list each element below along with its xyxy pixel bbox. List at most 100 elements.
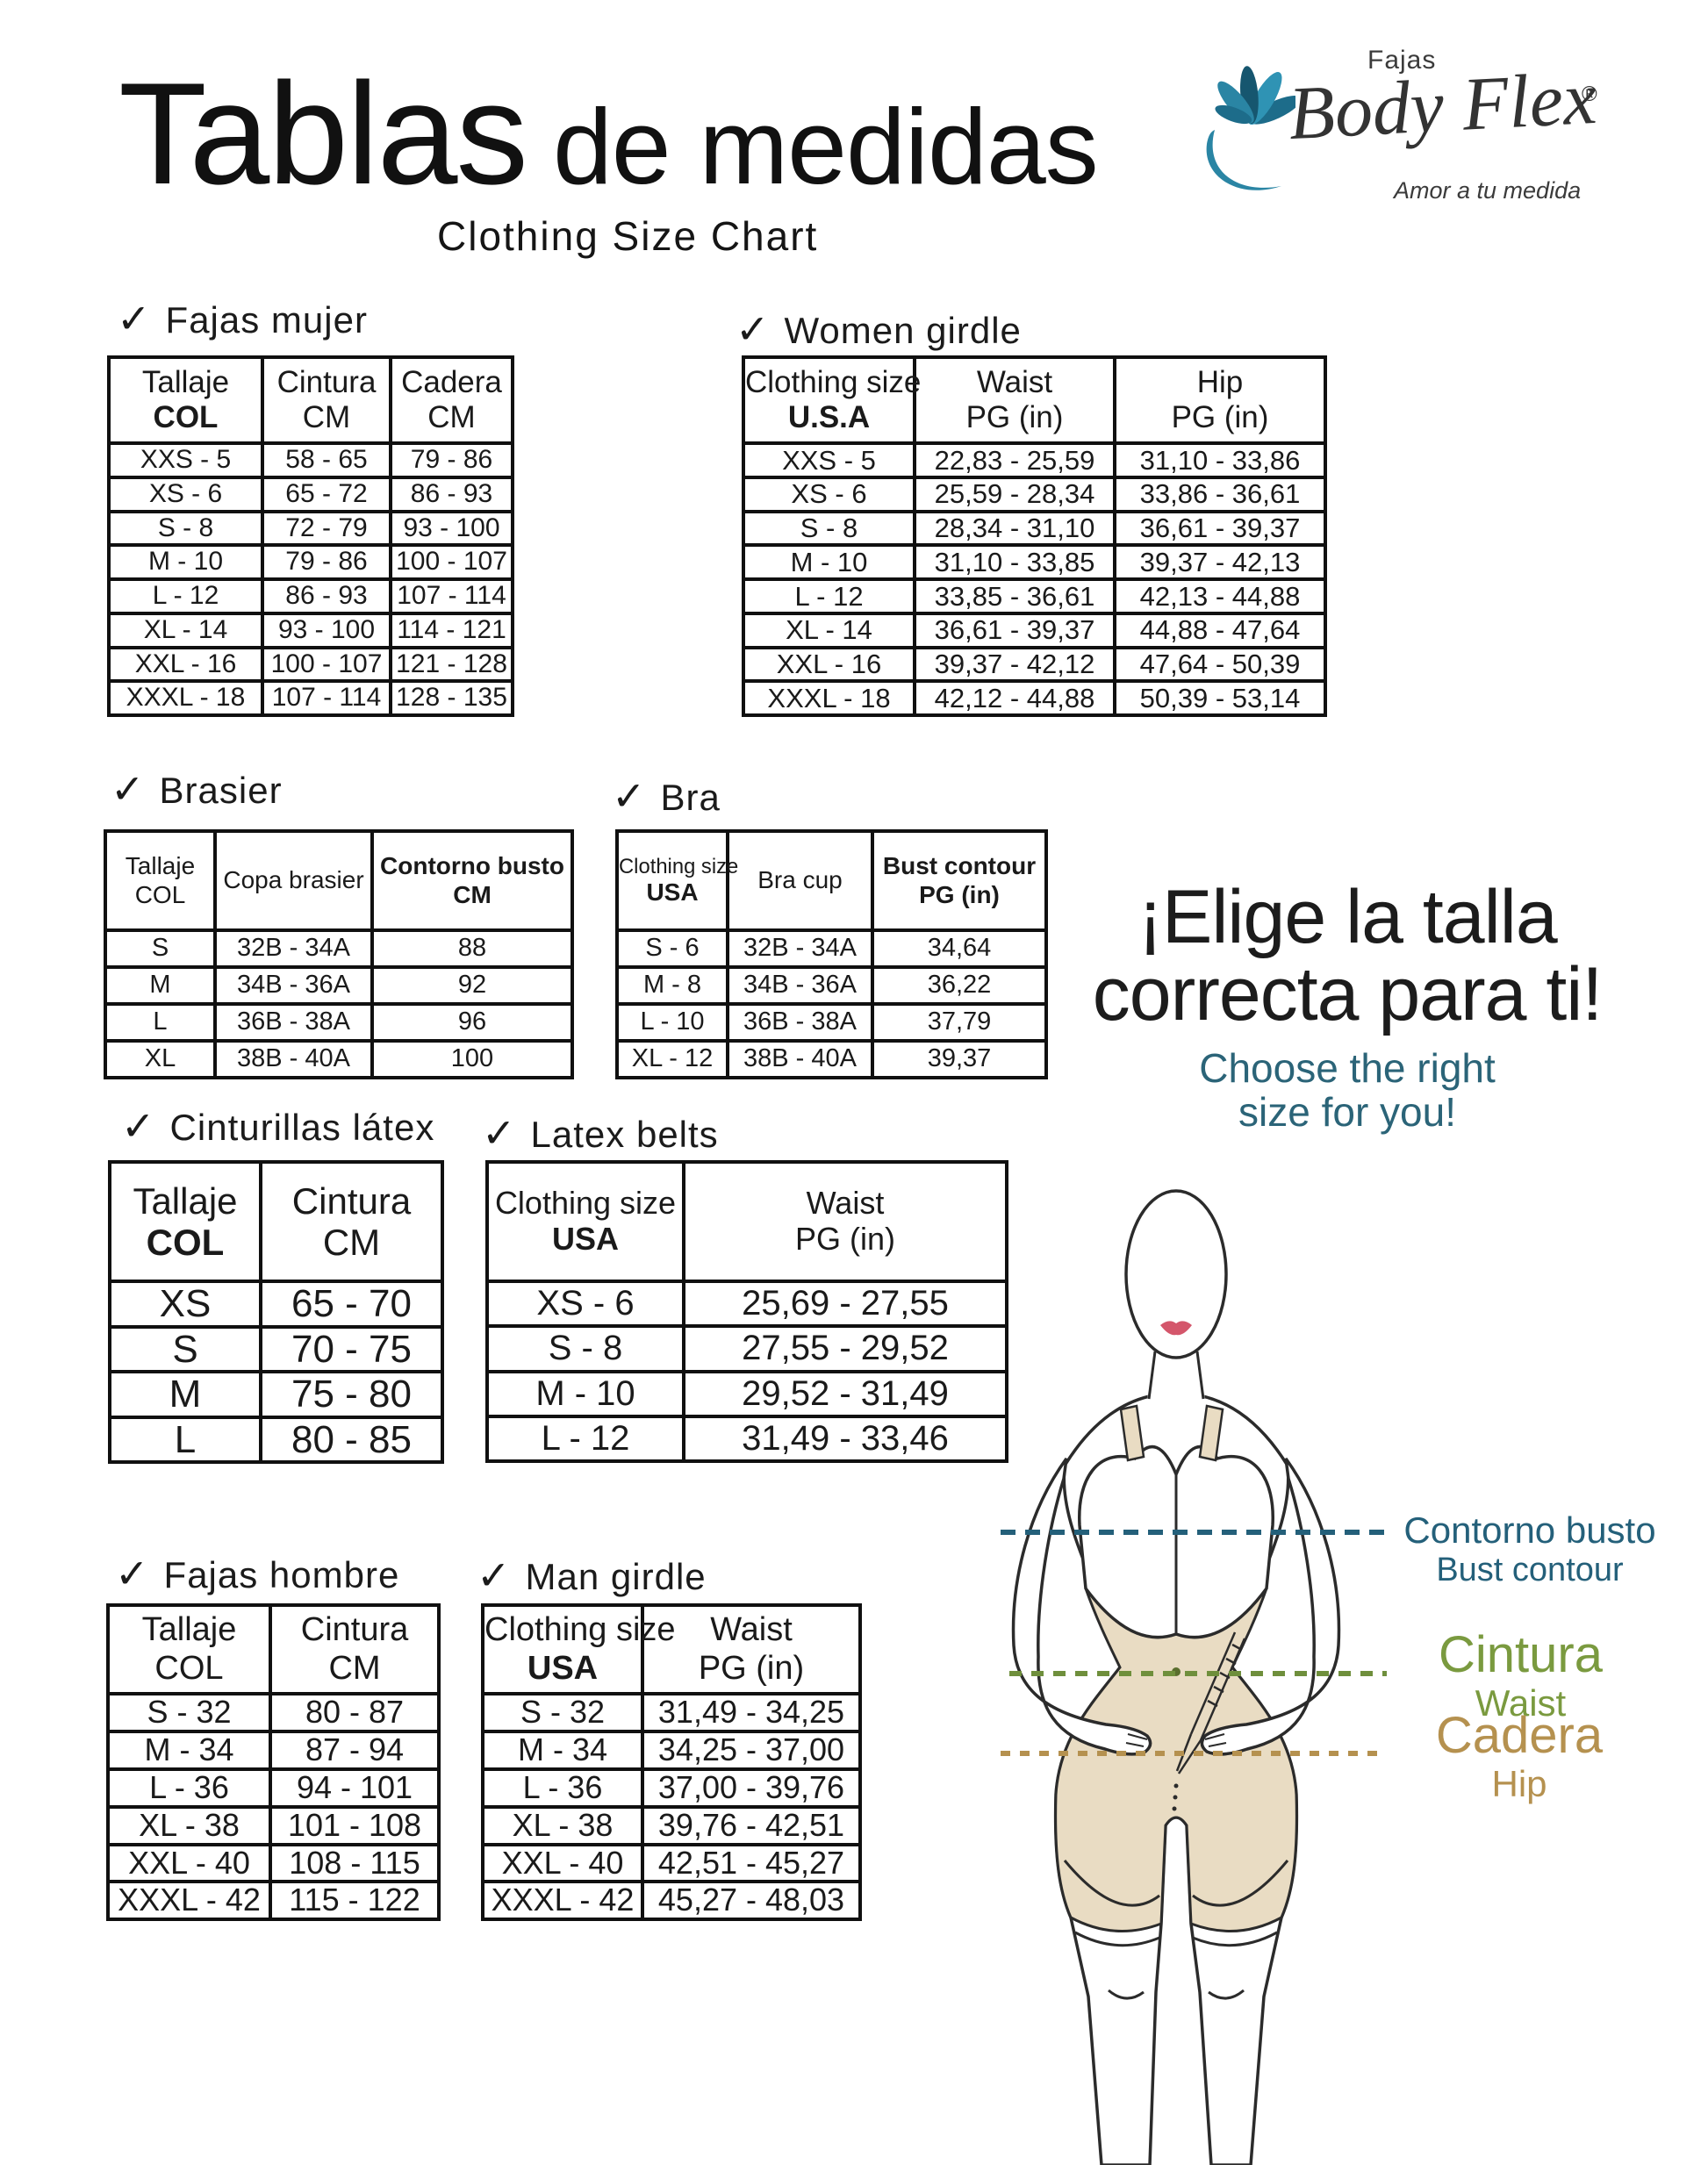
table-cell: 65 - 70 [259,1280,444,1329]
column-header: Tallaje COL [104,829,217,932]
figure-arm-left [1011,1457,1152,1756]
check-icon: ✓ [612,773,647,819]
table-cell: 88 [370,928,574,969]
heading-label: Fajas hombre [163,1554,400,1595]
table-cell: XL - 12 [615,1039,729,1079]
table-row: XL - 14 36,61 - 39,37 44,88 - 47,64 [742,611,1327,649]
table-row: XXXL - 18 42,12 - 44,88 50,39 - 53,14 [742,679,1327,717]
table-cell: 42,12 - 44,88 [913,679,1116,717]
choose-es-line1: ¡Elige la talla [1137,875,1557,959]
women-girdle-table: Clothing size U.S.A Waist PG (in) Hip PG (in)… [742,355,1327,717]
table-row: XXS - 5 22,83 - 25,59 31,10 - 33,86 [742,441,1327,479]
heading-label: Cinturillas látex [169,1107,435,1148]
check-icon: ✓ [477,1552,512,1598]
table-cell: 114 - 121 [389,611,514,649]
girdle-garment [1054,1588,1298,1932]
table-cell: XS - 6 [107,475,264,513]
column-header: Waist PG (in) [641,1603,862,1695]
column-header: Copa brasier [213,829,374,932]
table-cell: XL [104,1039,217,1079]
table-cell: XL - 38 [106,1804,272,1846]
table-cell: 37,79 [871,1002,1048,1043]
heading-label: Man girdle [525,1556,707,1597]
table-cell: 36,22 [871,965,1048,1006]
check-icon: ✓ [115,1551,150,1596]
heading-latex-belts: ✓ Latex belts [482,1109,719,1157]
table-cell: 33,85 - 36,61 [913,577,1116,615]
table-row: L - 12 31,49 - 33,46 [485,1414,1008,1464]
table-row: L 80 - 85 [108,1415,444,1465]
table-row: XXXL - 42 115 - 122 [106,1880,441,1922]
table-row: XL - 14 93 - 100 114 - 121 [107,611,514,649]
table-cell: 36B - 38A [213,1002,374,1043]
table-cell: M - 10 [742,543,916,581]
table-cell: 32B - 34A [213,928,374,969]
table-cell: 34,64 [871,928,1048,969]
table-cell: 45,27 - 48,03 [641,1880,862,1922]
table-cell: 39,37 - 42,13 [1113,543,1327,581]
table-header-row: Tallaje COL Copa brasier Contorno busto CM [104,829,574,932]
waist-label: Cintura Waist [1417,1628,1624,1723]
table-header-row: Clothing size U.S.A Waist PG (in) Hip PG (in) [742,355,1327,445]
table-cell: 31,49 - 34,25 [641,1692,862,1733]
heading-man-girdle: ✓ Man girdle [477,1552,707,1599]
table-cell: 31,49 - 33,46 [682,1414,1008,1464]
table-cell: M - 34 [106,1729,272,1771]
table-cell: 107 - 114 [261,679,392,717]
girdle-lace [1175,1631,1246,1774]
table-cell: XS - 6 [742,475,916,513]
lips-icon [1160,1321,1192,1336]
column-header: Cintura CM [269,1603,441,1695]
table-row: M - 34 87 - 94 [106,1729,441,1771]
table-row: XL - 38 101 - 108 [106,1804,441,1846]
table-row: XXL - 40 42,51 - 45,27 [481,1842,862,1884]
bra-strap [1119,1404,1145,1462]
body-figure-illustration [1001,1189,1387,2165]
table-cell: XS - 6 [485,1279,685,1329]
label-es: Contorno busto [1403,1509,1656,1551]
table-cell: 36,61 - 39,37 [913,611,1116,649]
check-icon: ✓ [736,306,771,352]
heading-label: Women girdle [784,310,1022,351]
column-header: Clothing size USA [481,1603,676,1695]
table-cell: 101 - 108 [269,1804,441,1846]
table-row: L - 36 94 - 101 [106,1767,441,1809]
table-header-row: Tallaje COL Cintura CM [108,1160,444,1283]
table-cell: XL - 14 [107,611,264,649]
label-en: Hip [1491,1762,1547,1804]
logo-tagline: Amor a tu medida [1394,177,1582,204]
table-row: XL - 12 38B - 40A 39,37 [615,1039,1048,1079]
table-cell: 86 - 93 [261,577,392,615]
table-cell: 115 - 122 [269,1880,441,1922]
table-cell: 93 - 100 [389,509,514,548]
table-row: M - 34 34,25 - 37,00 [481,1729,862,1771]
logo-brand-top: Fajas [1367,46,1437,75]
table-cell: 50,39 - 53,14 [1113,679,1327,717]
bra-table: Clothing size USA Bra cup Bust contour PG (i… [615,829,1048,1079]
choose-en-line2: size for you! [1238,1089,1456,1136]
column-header: Tallaje COL [106,1603,272,1695]
table-cell: S - 6 [615,928,729,969]
table-cell: 39,37 [871,1039,1048,1079]
table-row: M - 10 79 - 86 100 - 107 [107,543,514,581]
table-cell: 42,13 - 44,88 [1113,577,1327,615]
table-cell: 36,61 - 39,37 [1113,509,1327,548]
table-cell: 47,64 - 50,39 [1113,645,1327,684]
heading-brasier: ✓ Brasier [111,765,283,813]
column-header: Cintura CM [261,355,392,445]
choose-en-line1: Choose the right [1199,1045,1496,1092]
table-row: XXL - 16 39,37 - 42,12 47,64 - 50,39 [742,645,1327,684]
table-row: S - 32 80 - 87 [106,1692,441,1733]
table-cell: S [104,928,217,969]
table-cell: 31,10 - 33,86 [1113,441,1327,479]
table-row: S - 8 28,34 - 31,10 36,61 - 39,37 [742,509,1327,548]
flower-logo-icon [1206,66,1295,190]
table-cell: M [104,965,217,1006]
label-es: Cadera [1435,1707,1604,1764]
hip-label: Cadera Hip [1415,1707,1624,1804]
column-header: Waist PG (in) [913,355,1116,445]
table-cell: M - 8 [615,965,729,1006]
table-cell: 128 - 135 [389,679,514,717]
table-cell: 87 - 94 [269,1729,441,1771]
table-cell: 34B - 36A [213,965,374,1006]
